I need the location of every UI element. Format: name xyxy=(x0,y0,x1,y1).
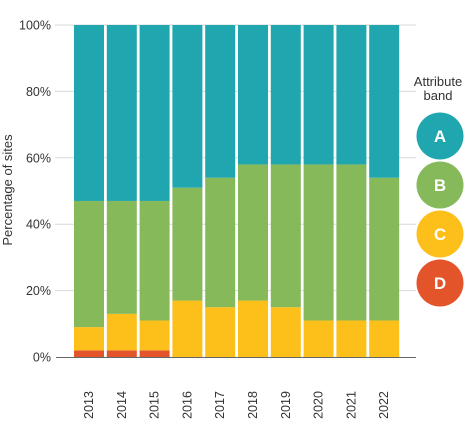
bar-segment-b-2016 xyxy=(172,187,203,301)
bar-segment-c-2016 xyxy=(172,300,203,357)
legend-label-c: C xyxy=(434,225,446,244)
x-tick-label: 2016 xyxy=(180,391,194,419)
x-tick-label: 2022 xyxy=(377,391,391,419)
x-tick-label: 2014 xyxy=(115,391,129,419)
bar-segment-a-2016 xyxy=(172,25,203,188)
y-tick-label: 80% xyxy=(26,85,51,99)
bar-segment-c-2019 xyxy=(270,307,301,357)
bar-segment-b-2014 xyxy=(106,200,137,314)
bar-segment-b-2015 xyxy=(139,200,170,321)
bar-segment-b-2022 xyxy=(369,177,400,321)
bar-segment-d-2013 xyxy=(74,350,104,357)
legend-swatch-b xyxy=(416,161,464,209)
bar-segment-c-2021 xyxy=(336,320,367,357)
bar-segment-b-2018 xyxy=(238,164,268,301)
legend-label-d: D xyxy=(434,274,446,293)
legend-title: band xyxy=(424,88,453,103)
bar-segment-b-2021 xyxy=(336,164,367,321)
bar-segment-c-2015 xyxy=(139,320,170,351)
y-tick-label: 60% xyxy=(26,151,51,165)
legend-label-b: B xyxy=(434,176,446,195)
bars xyxy=(74,25,400,357)
y-axis-title: Percentage of sites xyxy=(0,134,15,246)
bar-segment-b-2017 xyxy=(205,177,236,308)
bar-segment-a-2013 xyxy=(74,25,104,201)
y-tick-labels: 0% 20% 40% 60% 80% 100% xyxy=(19,19,51,365)
legend-swatch-a xyxy=(416,112,464,160)
x-tick-labels: 2013 2014 2015 2016 2017 2018 2019 2020 2021 2022 xyxy=(82,391,391,419)
bar-segment-a-2018 xyxy=(238,25,268,165)
bar-segment-d-2014 xyxy=(106,350,137,357)
x-tick-label: 2013 xyxy=(82,391,96,419)
x-tick-label: 2017 xyxy=(213,391,227,419)
bar-segment-b-2020 xyxy=(303,164,334,321)
y-tick-label: 0% xyxy=(33,351,51,365)
bar-segment-a-2022 xyxy=(369,25,400,178)
bar-segment-c-2022 xyxy=(369,320,400,357)
bar-segment-c-2017 xyxy=(205,307,236,357)
x-tick-label: 2020 xyxy=(312,391,326,419)
y-tick-label: 40% xyxy=(26,218,51,232)
bar-segment-a-2021 xyxy=(336,25,367,165)
bar-segment-a-2019 xyxy=(270,25,301,165)
legend-label-a: A xyxy=(434,127,446,146)
x-tick-label: 2015 xyxy=(148,391,162,419)
bar-segment-a-2017 xyxy=(205,25,236,178)
bar-segment-c-2014 xyxy=(106,313,137,351)
bar-segment-a-2015 xyxy=(139,25,170,201)
bar-segment-c-2018 xyxy=(238,300,268,357)
bar-segment-a-2014 xyxy=(106,25,137,201)
bar-segment-c-2020 xyxy=(303,320,334,357)
legend-swatch-d xyxy=(416,259,464,307)
bar-segment-b-2013 xyxy=(74,200,104,328)
x-tick-label: 2019 xyxy=(279,391,293,419)
bar-segment-d-2015 xyxy=(139,350,170,357)
x-tick-label: 2021 xyxy=(344,391,358,419)
legend-title: Attribute xyxy=(414,74,462,89)
legend-swatch-c xyxy=(416,210,464,258)
y-tick-label: 20% xyxy=(26,284,51,298)
bar-segment-c-2013 xyxy=(74,327,104,351)
x-tick-label: 2018 xyxy=(246,391,260,419)
bar-segment-a-2020 xyxy=(303,25,334,165)
y-tick-label: 100% xyxy=(19,19,51,33)
bar-segment-b-2019 xyxy=(270,164,301,308)
